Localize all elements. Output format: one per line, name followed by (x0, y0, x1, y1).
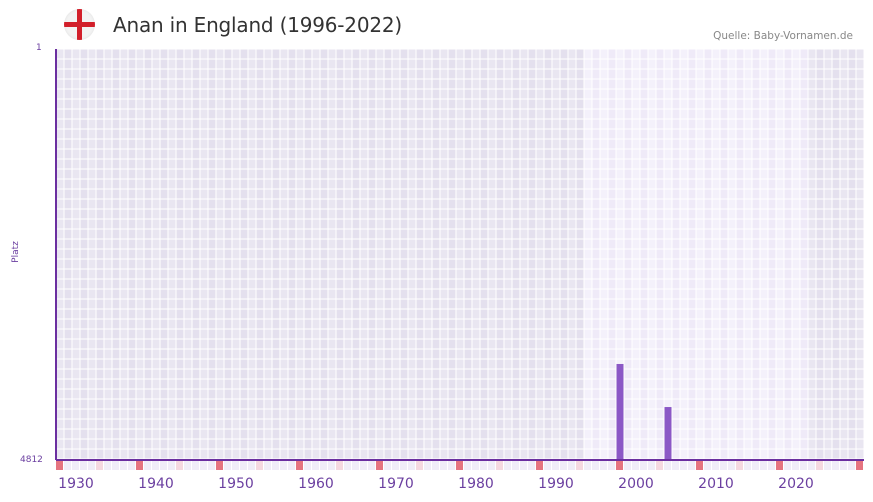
x-tick-1930: 1930 (58, 476, 94, 492)
x-tick-2020: 2020 (778, 476, 814, 492)
x-tick-1990: 1990 (538, 476, 574, 492)
source-credit: Quelle: Baby-Vornamen.de (713, 30, 853, 42)
x-tick-1950: 1950 (218, 476, 254, 492)
x-axis-line (56, 459, 864, 461)
x-tick-1980: 1980 (458, 476, 494, 492)
chart-title: Anan in England (1996-2022) (113, 13, 403, 37)
x-tick-1960: 1960 (298, 476, 334, 492)
y-axis-title: Platz (11, 241, 21, 263)
y-axis-line (55, 49, 57, 460)
year-marker-strip (56, 460, 863, 470)
england-flag-icon (64, 9, 95, 40)
chart-plot-area (56, 49, 864, 460)
x-tick-2010: 2010 (698, 476, 734, 492)
y-axis-bottom-label: 4812 (20, 455, 43, 465)
x-tick-1970: 1970 (378, 476, 414, 492)
bar-2004[interactable] (664, 407, 672, 460)
y-axis-top-label: 1 (36, 43, 42, 53)
x-tick-1940: 1940 (138, 476, 174, 492)
x-tick-2000: 2000 (618, 476, 654, 492)
bar-1998[interactable] (616, 363, 624, 460)
